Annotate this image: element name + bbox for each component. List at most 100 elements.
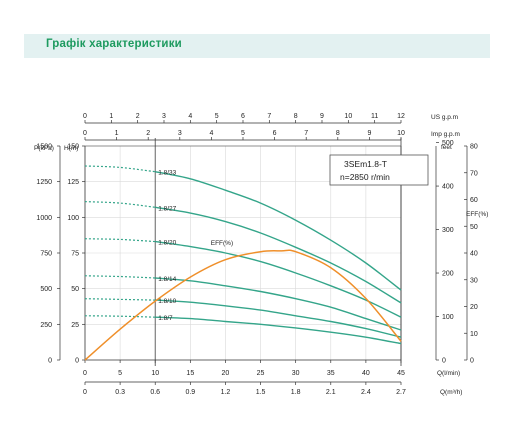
us-gpm-tick-label: 4 [188,113,192,120]
pressure-tick-label: 1500 [36,144,52,151]
series-label-1.8/20: 1.8/20 [158,240,176,247]
efficiency-tick-label: 70 [470,170,478,177]
qlmin-tick-label: 15 [186,370,194,377]
us-gpm-tick-label: 6 [241,113,245,120]
qlmin-tick-label: 35 [327,370,335,377]
efficiency-curve [84,249,402,361]
qlmin-tick-label: 10 [151,370,159,377]
imp-gpm-tick-label: 1 [115,130,119,137]
feet-tick-label: 200 [442,271,454,278]
head-tick-label: 75 [71,251,79,258]
head-tick-label: 100 [67,215,79,222]
efficiency-tick-label: 30 [470,277,478,284]
qlmin-tick-label: 25 [257,370,265,377]
series-label-1.8/14: 1.8/14 [158,276,176,283]
us-gpm-tick-label: 2 [136,113,140,120]
us-gpm-tick-label: 7 [267,113,271,120]
head-tick-label: 25 [71,322,79,329]
pressure-axis-label: P(kPa) [34,145,54,152]
qlmin-tick-label: 20 [222,370,230,377]
series-line-1.8/27 [155,206,402,304]
us-gpm-tick-label: 5 [215,113,219,120]
head-tick-label: 150 [67,144,79,151]
us-gpm-tick-label: 0 [83,113,87,120]
us-gpm-tick-label: 9 [320,113,324,120]
qlmin-tick-label: 5 [118,370,122,377]
series-line-1.8/10 [155,299,402,338]
qm3h-axis-label: Q(m³/h) [440,389,462,396]
series-label-1.8/27: 1.8/27 [158,205,176,212]
us-gpm-tick-label: 12 [397,113,405,120]
qlmin-axis-label: Q(l/min) [437,370,460,377]
pressure-tick-label: 1250 [36,179,52,186]
feet-tick-label: 500 [442,140,454,147]
qm3h-tick-label: 2.1 [326,389,336,396]
qm3h-tick-label: 0.3 [115,389,125,396]
efficiency-tick-label: 10 [470,331,478,338]
model-box [329,154,429,186]
series-label-1.8/33: 1.8/33 [158,170,176,177]
qm3h-tick-label: 2.4 [361,389,371,396]
qlmin-tick-label: 40 [362,370,370,377]
efficiency-tick-label: 40 [470,251,478,258]
us-gpm-tick-label: 8 [294,113,298,120]
efficiency-tick-label: 0 [470,358,474,365]
imp-gpm-tick-label: 0 [83,130,87,137]
feet-axis-label: feet [441,144,452,151]
header-banner: Графік характеристики [24,34,490,58]
chart-title: 3SEm1.8-T [344,159,387,169]
imp-gpm-tick-label: 9 [367,130,371,137]
series-label-1.8/10: 1.8/10 [158,298,176,305]
imp-gpm-tick-label: 5 [241,130,245,137]
pressure-tick-label: 500 [40,286,52,293]
us-gpm-tick-label: 11 [371,113,378,120]
pressure-tick-label: 250 [40,322,52,329]
feet-tick-label: 0 [442,358,446,365]
qm3h-tick-label: 1.8 [291,389,301,396]
feet-tick-label: 400 [442,184,454,191]
series-line-1.8/33 [155,171,402,291]
efficiency-tick-label: 20 [470,304,478,311]
imp-gpm-axis-label: Imp g.p.m [431,131,460,138]
head-tick-label: 0 [75,358,79,365]
series-label-1.8/7: 1.8/7 [158,315,173,322]
efficiency-curve-label: EFF(%) [211,240,233,247]
pressure-tick-label: 750 [40,251,52,258]
us-gpm-tick-label: 3 [162,113,166,120]
us-gpm-tick-label: 1 [109,113,113,120]
imp-gpm-tick-label: 8 [336,130,340,137]
series-line-1.8/14 [155,277,402,331]
qm3h-tick-label: 1.2 [221,389,231,396]
qlmin-tick-label: 30 [292,370,300,377]
feet-tick-label: 100 [442,314,454,321]
efficiency-tick-label: 50 [470,224,478,231]
series-line-1.8/20 [155,240,402,318]
qm3h-tick-label: 2.7 [396,389,406,396]
qm3h-tick-label: 0 [83,389,87,396]
imp-gpm-tick-label: 3 [178,130,182,137]
chart-subtitle: n=2850 r/min [340,172,390,182]
qm3h-tick-label: 0.9 [185,389,195,396]
us-gpm-tick-label: 10 [344,113,352,120]
efficiency-tick-label: 80 [470,144,478,151]
series-line-1.8/7 [155,316,402,345]
feet-tick-label: 300 [442,227,454,234]
pressure-tick-label: 0 [48,358,52,365]
qlmin-tick-label: 45 [397,370,405,377]
imp-gpm-tick-label: 6 [273,130,277,137]
head-axis-label: H(m) [64,145,78,152]
page-title: Графік характеристики [46,38,182,50]
qlmin-tick-label: 0 [83,370,87,377]
head-tick-label: 50 [71,286,79,293]
imp-gpm-tick-label: 2 [146,130,150,137]
efficiency-tick-label: 60 [470,197,478,204]
head-tick-label: 125 [67,179,79,186]
imp-gpm-tick-label: 4 [209,130,213,137]
efficiency-axis-label: EFF(%) [466,211,488,218]
pressure-tick-label: 1000 [36,215,52,222]
us-gpm-axis-label: US g.p.m [431,114,458,121]
imp-gpm-tick-label: 10 [397,130,405,137]
qm3h-tick-label: 0.6 [150,389,160,396]
imp-gpm-tick-label: 7 [304,130,308,137]
